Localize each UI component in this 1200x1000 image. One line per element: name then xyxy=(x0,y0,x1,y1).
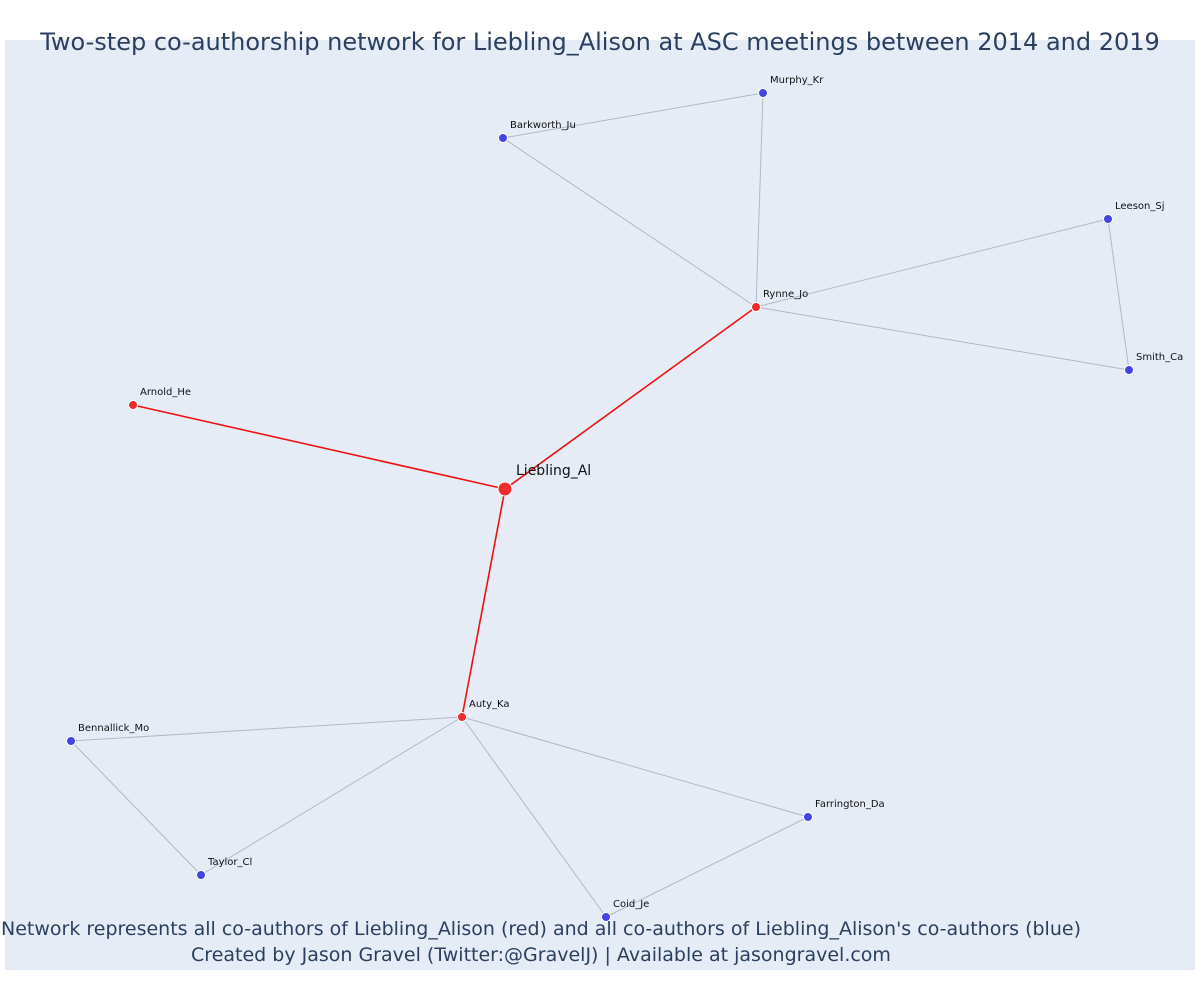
edge-liebling-al-arnold-he xyxy=(132,404,506,490)
caption-line-2: Created by Jason Gravel (Twitter:@Gravel… xyxy=(191,944,891,966)
node-murphy-kr[interactable] xyxy=(758,88,768,98)
edge-auty-ka-bennallick-mo xyxy=(70,716,463,742)
edge-rynne-jo-smith-ca xyxy=(755,306,1130,371)
node-farrington-da[interactable] xyxy=(803,812,813,822)
node-label-liebling-al: Liebling_Al xyxy=(516,463,591,479)
edge-barkworth-ju-murphy-kr xyxy=(502,92,764,139)
node-leeson-sj[interactable] xyxy=(1103,214,1113,224)
node-taylor-cl[interactable] xyxy=(196,870,206,880)
edge-liebling-al-rynne-jo xyxy=(504,306,757,490)
node-bennallick-mo[interactable] xyxy=(66,736,76,746)
edge-auty-ka-taylor-cl xyxy=(200,716,463,876)
edge-rynne-jo-barkworth-ju xyxy=(502,137,757,308)
edge-auty-ka-farrington-da xyxy=(461,716,809,818)
node-label-murphy-kr: Murphy_Kr xyxy=(770,75,824,86)
node-label-leeson-sj: Leeson_Sj xyxy=(1115,201,1165,212)
node-auty-ka[interactable] xyxy=(457,712,467,722)
edges-layer xyxy=(70,92,1130,918)
plot-background xyxy=(5,40,1195,970)
node-label-smith-ca: Smith_Ca xyxy=(1136,352,1183,363)
edge-rynne-jo-leeson-sj xyxy=(755,218,1109,308)
node-label-bennallick-mo: Bennallick_Mo xyxy=(78,723,149,734)
labels-layer: Liebling_Al Arnold_He Rynne_Jo Auty_Ka Murph… xyxy=(78,75,1183,910)
edge-bennallick-mo-taylor-cl xyxy=(70,740,202,876)
node-barkworth-ju[interactable] xyxy=(498,133,508,143)
node-liebling-al[interactable] xyxy=(497,481,513,497)
node-label-arnold-he: Arnold_He xyxy=(140,387,191,398)
node-label-farrington-da: Farrington_Da xyxy=(815,799,885,810)
chart-title: Two-step co-authorship network for Liebl… xyxy=(40,28,1160,56)
node-label-coid-je: Coid_Je xyxy=(613,899,649,910)
node-label-rynne-jo: Rynne_Jo xyxy=(763,289,808,300)
node-label-barkworth-ju: Barkworth_Ju xyxy=(510,120,576,131)
edge-rynne-jo-murphy-kr xyxy=(755,92,764,308)
node-label-taylor-cl: Taylor_Cl xyxy=(207,857,252,868)
caption-line-1: Network represents all co-authors of Lie… xyxy=(1,918,1081,940)
node-label-auty-ka: Auty_Ka xyxy=(469,699,510,710)
edge-liebling-al-auty-ka xyxy=(461,488,506,718)
edge-leeson-sj-smith-ca xyxy=(1107,218,1130,371)
node-rynne-jo[interactable] xyxy=(751,302,761,312)
nodes-layer xyxy=(66,88,1134,922)
node-coid-je[interactable] xyxy=(601,912,611,922)
edge-auty-ka-coid-je xyxy=(461,716,607,918)
node-smith-ca[interactable] xyxy=(1124,365,1134,375)
edge-coid-je-farrington-da xyxy=(605,816,809,918)
node-arnold-he[interactable] xyxy=(128,400,138,410)
